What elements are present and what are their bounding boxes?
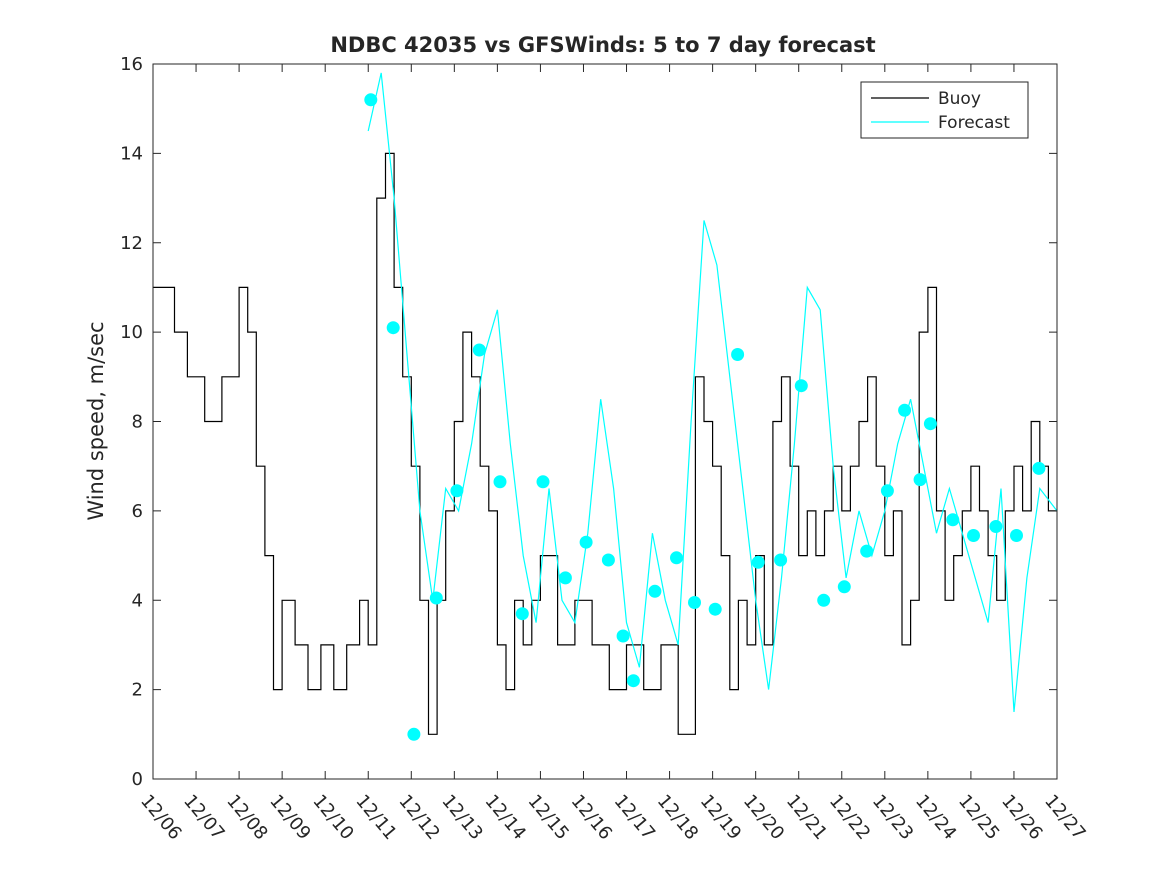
forecast-marker [558,571,572,585]
forecast-marker [579,535,593,549]
x-tick-label: 12/23 [868,791,917,844]
x-tick-label: 12/15 [524,791,573,844]
forecast-marker [688,596,701,609]
forecast-marker [670,551,683,565]
x-tick-label: 12/12 [394,791,443,844]
forecast-marker [536,475,550,489]
x-tick-label: 12/10 [308,791,357,844]
x-tick-label: 12/11 [351,791,400,844]
forecast-marker [751,555,765,569]
forecast-marker [880,484,894,498]
x-tick-label: 12/27 [1040,791,1089,844]
y-tick-label: 8 [132,412,143,433]
x-tick-label: 12/16 [567,791,616,844]
x-tick-label: 12/26 [997,791,1046,844]
forecast-marker [515,607,529,621]
forecast-marker [364,93,378,107]
forecast-marker [731,348,745,361]
x-tick-label: 12/19 [696,791,745,844]
x-tick-label: 12/13 [437,791,486,844]
forecast-marker [898,403,912,417]
forecast-marker [794,379,808,393]
x-tick-label: 12/25 [954,791,1003,844]
forecast-marker [967,529,980,542]
plot-background [153,64,1057,779]
forecast-marker [1032,461,1046,475]
forecast-marker [493,475,507,489]
y-tick-label: 16 [120,54,143,75]
forecast-marker [913,473,927,487]
forecast-marker [601,553,615,567]
forecast-marker [429,591,443,605]
x-tick-label: 12/17 [610,791,659,844]
forecast-marker [946,513,960,527]
forecast-marker [923,417,937,431]
forecast-marker [407,727,421,741]
y-tick-label: 2 [132,680,143,701]
buoy-series-line [153,152,1057,735]
x-tick-label: 12/22 [825,791,874,844]
x-tick-label: 12/09 [265,791,314,844]
x-tick-label: 12/24 [911,791,960,844]
forecast-marker [774,553,788,567]
y-tick-label: 4 [132,590,143,611]
legend-label: Forecast [938,113,1010,133]
forecast-marker [616,629,630,643]
x-tick-label: 12/21 [782,791,831,844]
forecast-marker [626,674,640,688]
x-tick-label: 12/20 [739,791,788,844]
forecast-marker [472,343,486,357]
y-axis-label: Wind speed, m/sec [84,321,108,520]
legend: Buoy Forecast [860,81,1029,139]
legend-label: Buoy [938,89,981,109]
forecast-marker [817,593,831,607]
forecast-marker [860,544,874,558]
forecast-marker [450,484,464,498]
forecast-marker [386,321,400,335]
y-tick-label: 6 [132,501,143,522]
x-tick-label: 12/18 [653,791,702,844]
x-tick-label: 12/14 [481,791,530,844]
y-tick-label: 12 [120,233,143,254]
x-tick-label: 12/08 [222,791,271,844]
legend-box [860,81,1029,139]
y-tick-label: 10 [120,322,143,343]
forecast-marker [989,520,1003,533]
forecast-series-line [367,72,1057,713]
y-tick-label: 0 [132,769,143,790]
forecast-marker [837,580,851,594]
forecast-markers-markers [364,93,1046,741]
forecast-marker [1010,529,1023,542]
chart-title: NDBC 42035 vs GFSWinds: 5 to 7 day forec… [330,33,875,57]
forecast-marker [648,584,662,598]
x-tick-label: 12/07 [179,791,228,844]
y-tick-label: 14 [120,143,143,164]
forecast-marker [708,602,722,616]
plot-area [153,64,1057,779]
x-tick-label: 12/06 [136,791,185,844]
